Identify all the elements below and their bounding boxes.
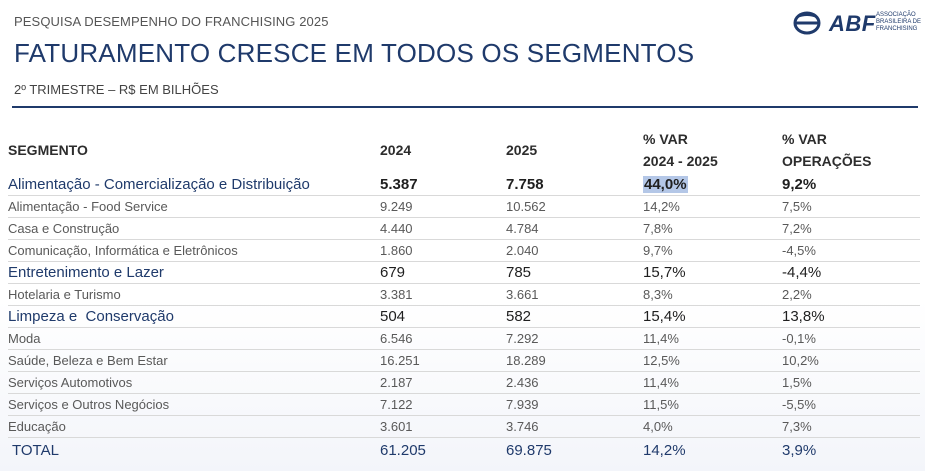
table-row: Comunicação, Informática e Eletrônicos 1…: [8, 240, 920, 262]
cell-var: 11,4%: [643, 330, 679, 346]
cell-segment: Comunicação, Informática e Eletrônicos: [8, 242, 238, 258]
cell-total-var: 14,2%: [643, 442, 686, 459]
cell-2024: 1.860: [380, 242, 413, 258]
cell-2025: 4.784: [506, 220, 539, 236]
cell-ops: 13,8%: [782, 307, 825, 325]
table-row: Casa e Construção 4.440 4.784 7,8% 7,2%: [8, 218, 920, 240]
cell-2024: 6.546: [380, 330, 413, 346]
logo-tagline-line: FRANCHISING: [876, 26, 918, 32]
logo-tagline-line: BRASILEIRA DE: [876, 19, 922, 25]
cell-ops: -4,5%: [782, 242, 816, 258]
cell-var: 15,7%: [643, 263, 686, 281]
logo-wordmark: ABF: [829, 11, 876, 36]
title-divider: [12, 106, 918, 108]
table-header-row: SEGMENTO 2024 2025 % VAR 2024 - 2025 % V…: [8, 126, 920, 174]
cell-var: 11,5%: [643, 396, 679, 412]
cell-var: 7,8%: [643, 220, 673, 236]
cell-var: 15,4%: [643, 307, 686, 325]
cell-var: 4,0%: [643, 418, 673, 434]
cell-segment: Hotelaria e Turismo: [8, 286, 121, 302]
cell-ops: 2,2%: [782, 286, 812, 302]
cell-total-2024: 61.205: [380, 442, 426, 459]
cell-ops: 7,3%: [782, 418, 812, 434]
logo-tagline: ASSOCIAÇÃO BRASILEIRA DE FRANCHISING: [876, 12, 921, 33]
table-row: Alimentação - Comercialização e Distribu…: [8, 174, 920, 196]
cell-ops: -4,4%: [782, 263, 822, 281]
cell-segment: Casa e Construção: [8, 220, 120, 236]
cell-segment: Alimentação - Comercialização e Distribu…: [8, 175, 310, 193]
cell-ops: 9,2%: [782, 175, 817, 193]
col-header-segment: SEGMENTO: [8, 142, 88, 158]
cell-2025: 3.746: [506, 418, 539, 434]
report-kicker: PESQUISA DESEMPENHO DO FRANCHISING 2025: [14, 14, 329, 29]
cell-2024: 504: [380, 307, 406, 325]
revenue-table: SEGMENTO 2024 2025 % VAR 2024 - 2025 % V…: [8, 126, 920, 464]
cell-var: 14,2%: [643, 198, 680, 214]
page-subtitle: 2º TRIMESTRE – R$ EM BILHÕES: [14, 82, 219, 97]
cell-var: 12,5%: [643, 352, 680, 368]
cell-segment: Entretenimento e Lazer: [8, 263, 164, 281]
cell-2025: 785: [506, 263, 532, 281]
cell-total-ops: 3,9%: [782, 442, 817, 459]
abf-logo: ABF ASSOCIAÇÃO BRASILEIRA DE FRANCHISING: [793, 10, 923, 38]
cell-segment: Moda: [8, 330, 41, 346]
cell-segment: Educação: [8, 418, 66, 434]
cell-2025: 7.758: [506, 175, 544, 193]
cell-2025: 18.289: [506, 352, 546, 368]
cell-2024: 3.601: [380, 418, 413, 434]
cell-var[interactable]: 44,0%: [643, 174, 782, 196]
cell-segment: Saúde, Beleza e Bem Estar: [8, 352, 168, 368]
cell-2024: 3.381: [380, 286, 413, 302]
cell-var: 9,7%: [643, 242, 673, 258]
table-row: Moda 6.546 7.292 11,4% -0,1%: [8, 328, 920, 350]
cell-2025: 7.939: [506, 396, 539, 412]
cell-2024: 4.440: [380, 220, 413, 236]
table-row: Limpeza e Conservação 504 582 15,4% 13,8…: [8, 306, 920, 328]
table-row: Serviços Automotivos 2.187 2.436 11,4% 1…: [8, 372, 920, 394]
cell-segment: Serviços e Outros Negócios: [8, 396, 170, 412]
cell-2024: 679: [380, 263, 406, 281]
cell-ops: -5,5%: [782, 396, 816, 412]
cell-var: 8,3%: [643, 286, 673, 302]
table-row: Alimentação - Food Service 9.249 10.562 …: [8, 196, 920, 218]
table-row: Serviços e Outros Negócios 7.122 7.939 1…: [8, 394, 920, 416]
col-header-var: % VAR 2024 - 2025: [643, 131, 718, 169]
cell-2024: 7.122: [380, 396, 413, 412]
cell-segment: Serviços Automotivos: [8, 374, 133, 390]
cell-2025: 2.436: [506, 374, 539, 390]
cell-segment: Alimentação - Food Service: [8, 198, 168, 214]
cell-ops: 10,2%: [782, 352, 819, 368]
cell-2025: 7.292: [506, 330, 539, 346]
cell-total-2025: 69.875: [506, 442, 552, 459]
page-title: FATURAMENTO CRESCE EM TODOS OS SEGMENTOS: [14, 38, 695, 68]
cell-ops: -0,1%: [782, 330, 816, 346]
cell-2025: 582: [506, 307, 532, 325]
cell-2025: 10.562: [506, 198, 546, 214]
cell-ops: 7,5%: [782, 198, 812, 214]
cell-ops: 1,5%: [782, 374, 812, 390]
abf-logo-icon: [793, 11, 821, 35]
selected-text[interactable]: 44,0%: [643, 175, 688, 193]
cell-total-label: TOTAL: [12, 442, 59, 459]
cell-2024: 16.251: [380, 352, 420, 368]
col-header-2025: 2025: [506, 142, 538, 158]
cell-ops: 7,2%: [782, 220, 812, 236]
cell-2025: 2.040: [506, 242, 539, 258]
cell-2024: 5.387: [380, 175, 418, 193]
table-row: Saúde, Beleza e Bem Estar 16.251 18.289 …: [8, 350, 920, 372]
logo-tagline-line: ASSOCIAÇÃO: [876, 12, 916, 18]
cell-2025: 3.661: [506, 286, 539, 302]
table-row: Educação 3.601 3.746 4,0% 7,3%: [8, 416, 920, 438]
table-row: Entretenimento e Lazer 679 785 15,7% -4,…: [8, 262, 920, 284]
cell-segment: Limpeza e Conservação: [8, 307, 174, 325]
cell-2024: 9.249: [380, 198, 413, 214]
table-total-row: TOTAL 61.205 69.875 14,2% 3,9%: [8, 438, 920, 465]
cell-var: 11,4%: [643, 374, 679, 390]
col-header-ops: % VAR OPERAÇÕES: [782, 131, 872, 169]
table-row: Hotelaria e Turismo 3.381 3.661 8,3% 2,2…: [8, 284, 920, 306]
cell-2024: 2.187: [380, 374, 413, 390]
col-header-2024: 2024: [380, 142, 412, 158]
